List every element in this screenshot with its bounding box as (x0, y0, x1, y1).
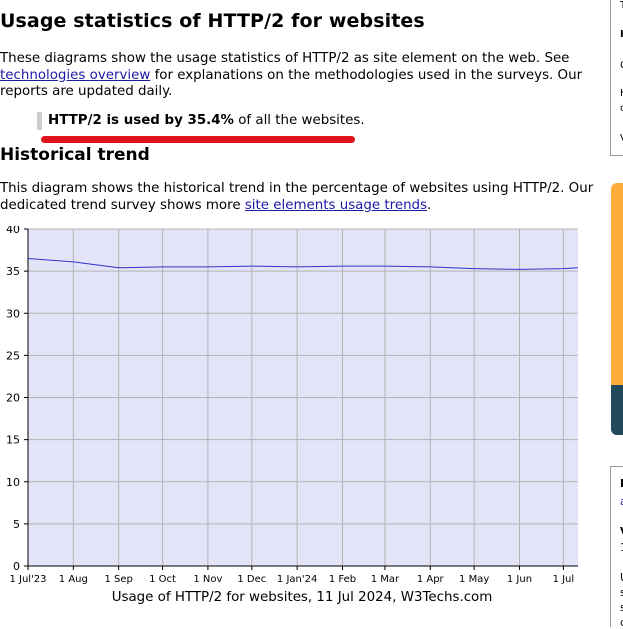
sidebar-bottom-fragment: I (620, 477, 623, 490)
x-tick-label: 1 Dec (237, 574, 266, 585)
sidebar-bottom-fragment: s (620, 586, 623, 599)
sidebar-bottom-fragment: 1 (620, 541, 623, 554)
sidebar-top-fragment: V (620, 133, 623, 144)
usage-callout-rest: of all the websites. (233, 113, 365, 128)
x-tick-label: 1 Jan'24 (277, 574, 317, 585)
y-tick-label: 20 (6, 392, 20, 405)
y-tick-label: 15 (6, 434, 20, 447)
intro-text-continued: for explanations on the methodologies us… (0, 67, 583, 100)
usage-callout-highlight: HTTP/2 is used by 35.4% (48, 113, 234, 128)
page-title: Usage statistics of HTTP/2 for websites (0, 10, 425, 32)
y-tick-label: 5 (13, 518, 20, 531)
y-tick-label: 0 (13, 560, 20, 573)
sidebar-bottom-fragment[interactable]: a (620, 495, 623, 508)
x-tick-label: 1 Jun (507, 574, 532, 585)
sidebar-top-fragment: H (620, 29, 623, 40)
red-underline-annotation (41, 136, 355, 143)
advertisement-footer (611, 385, 623, 435)
http2-usage-series-line (27, 258, 579, 270)
site-elements-usage-trends-link[interactable]: site elements usage trends (244, 197, 428, 213)
sidebar-bottom-fragment: U (620, 571, 623, 584)
chart-caption: Usage of HTTP/2 for websites, 11 Jul 202… (111, 590, 493, 605)
trend-text: This diagram shows the historical trend … (0, 181, 594, 213)
sidebar-advertisement[interactable] (611, 183, 623, 435)
sidebar-bottom-fragment: s (620, 601, 623, 614)
x-tick-label: 1 Aug (59, 574, 88, 585)
x-tick-label: 1 Jul'23 (9, 574, 46, 585)
historical-trend-chart: 0 5 10 15 20 25 30 35 40 1 Jul'23 1 Aug 1 Sep 1 Oct… (6, 226, 579, 585)
y-tick-label: 25 (6, 349, 20, 362)
x-tick-label: 1 Oct (149, 574, 176, 585)
y-tick-label: 10 (6, 476, 20, 489)
historical-trend-heading: Historical trend (0, 145, 150, 165)
trend-paragraph: This diagram shows the historical trend … (0, 181, 600, 214)
intro-paragraph: These diagrams show the usage statistics… (0, 51, 600, 101)
sidebar-top-box: T H C H c V (610, 0, 623, 156)
sidebar-top-fragment: H (620, 88, 623, 99)
x-tick-label: 1 Apr (417, 574, 445, 585)
sidebar-top-fragment: c (620, 103, 623, 114)
trend-text-end: . (427, 197, 432, 213)
sidebar-bottom-box: I a V 1 U s s c (610, 466, 623, 629)
y-tick-label: 35 (6, 265, 20, 278)
x-tick-label: 1 Feb (329, 574, 356, 585)
x-tick-label: 1 May (459, 574, 489, 585)
x-tick-label: 1 Nov (193, 574, 222, 585)
sidebar-bottom-fragment: V (620, 525, 623, 538)
x-tick-label: 1 Sep (104, 574, 132, 585)
y-tick-label: 40 (6, 226, 20, 236)
technologies-overview-link[interactable]: technologies overview (0, 67, 151, 83)
intro-text: These diagrams show the usage statistics… (0, 51, 570, 66)
x-tick-label: 1 Jul (553, 574, 575, 585)
sidebar-bottom-fragment: c (620, 616, 623, 629)
x-tick-label: 1 Mar (371, 574, 400, 585)
y-tick-label: 30 (6, 307, 20, 320)
sidebar-top-fragment: C (620, 60, 623, 71)
usage-callout: HTTP/2 is used by 35.4% of all the websi… (37, 112, 365, 130)
sidebar-top-fragment: T (620, 0, 623, 11)
